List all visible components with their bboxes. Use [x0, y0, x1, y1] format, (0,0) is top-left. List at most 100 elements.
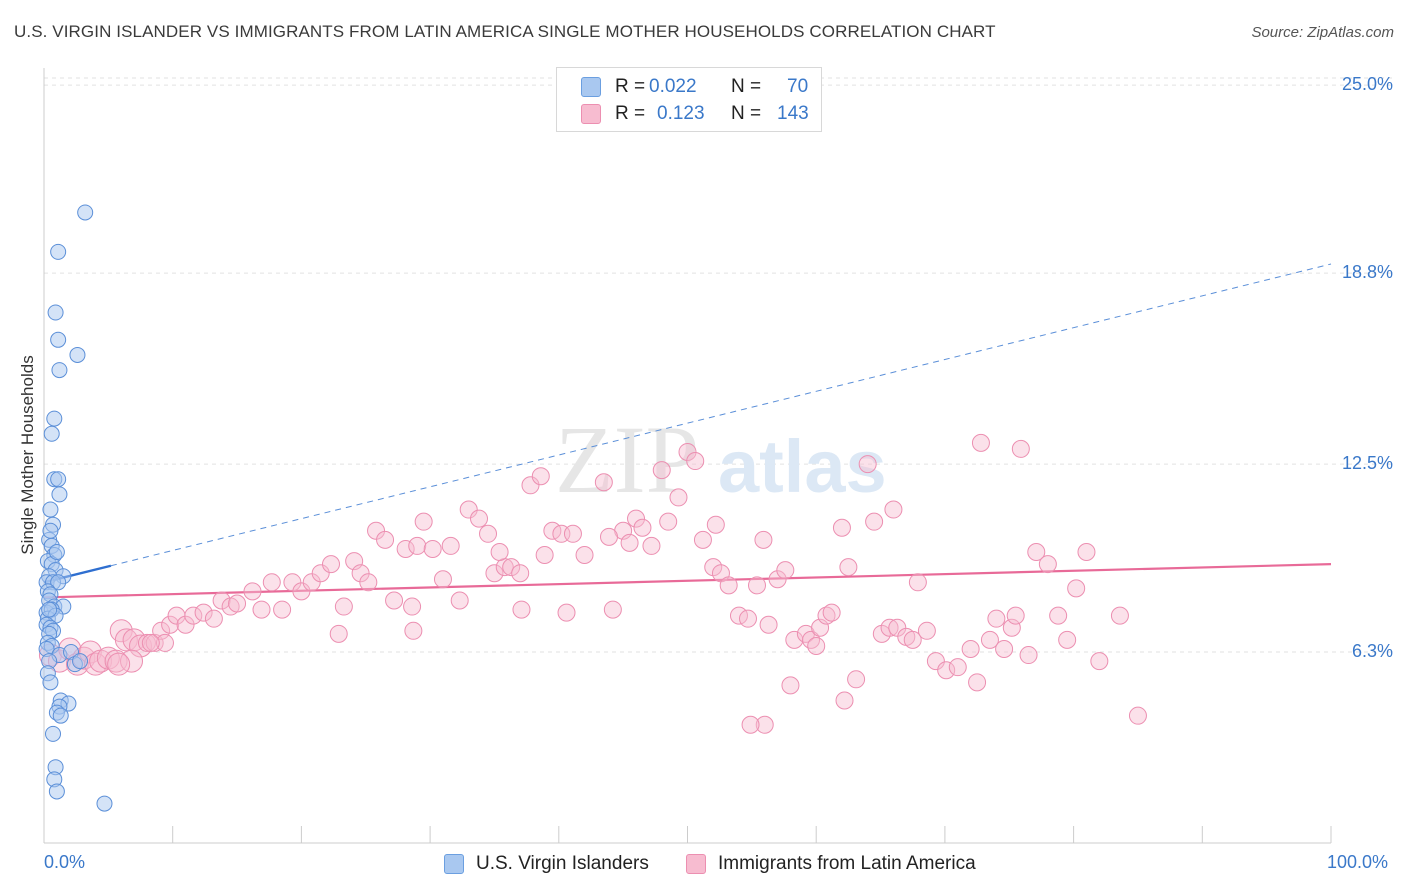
watermark: ZIP atlas [555, 406, 887, 513]
point-latin-america [479, 524, 498, 543]
correlation-legend: R = 0.022 N = 70 R = 0.123 N = 143 [556, 67, 822, 132]
point-latin-america [194, 603, 213, 622]
point-latin-america [669, 488, 688, 507]
point-latin-america [423, 539, 442, 558]
point-latin-america [283, 573, 302, 592]
point-latin-america [599, 527, 618, 546]
point-latin-america [329, 624, 348, 643]
point-latin-america [376, 530, 395, 549]
legend-n-value: 143 [777, 103, 809, 124]
point-latin-america [1110, 606, 1129, 625]
point-latin-america [754, 530, 773, 549]
point-latin-america [322, 555, 341, 574]
point-latin-america [204, 609, 223, 628]
point-latin-america [755, 715, 774, 734]
point-latin-america [652, 461, 671, 480]
trend-line-latin-america [43, 563, 1332, 599]
legend-n-label: N = [731, 103, 762, 124]
point-virgin-islanders [47, 304, 64, 321]
point-latin-america [822, 603, 841, 622]
legend-row-virgin-islanders: R = 0.022 N = 70 [581, 74, 808, 100]
point-latin-america [961, 639, 980, 658]
point-latin-america [367, 521, 386, 540]
point-virgin-islanders [50, 574, 67, 591]
point-latin-america [987, 609, 1006, 628]
point-latin-america [490, 542, 509, 561]
point-latin-america [839, 558, 858, 577]
point-latin-america [776, 561, 795, 580]
point-latin-america [334, 597, 353, 616]
point-latin-america [768, 570, 787, 589]
point-latin-america [633, 518, 652, 537]
point-latin-america [252, 600, 271, 619]
point-latin-america [759, 615, 778, 634]
point-latin-america [1067, 579, 1086, 598]
y-tick-label: 6.3% [1351, 641, 1393, 662]
point-latin-america [1038, 555, 1057, 574]
x-tick-label-right: 100.0% [1327, 852, 1389, 872]
point-latin-america [1027, 542, 1046, 561]
point-latin-america [980, 630, 999, 649]
point-latin-america [511, 564, 530, 583]
point-latin-america [741, 715, 760, 734]
point-latin-america [1077, 542, 1096, 561]
point-latin-america [948, 658, 967, 677]
point-latin-america [262, 573, 281, 592]
point-latin-america [563, 524, 582, 543]
point-latin-america [441, 536, 460, 555]
point-latin-america [1090, 652, 1109, 671]
point-latin-america [1058, 630, 1077, 649]
bottom-legend-virgin-islanders: U.S. Virgin Islanders [444, 851, 649, 877]
trend-line-virgin-islanders-dashed [110, 263, 1332, 567]
point-latin-america [1006, 606, 1025, 625]
point-latin-america [404, 621, 423, 640]
point-latin-america [642, 536, 661, 555]
point-latin-america [311, 564, 330, 583]
point-latin-america [155, 633, 174, 652]
point-virgin-islanders [45, 725, 62, 742]
y-tick-label: 18.8% [1341, 262, 1393, 283]
point-latin-america [835, 691, 854, 710]
source-label: Source: ZipAtlas.com [1251, 24, 1394, 41]
point-latin-america [620, 533, 639, 552]
point-latin-america [137, 633, 156, 652]
point-latin-america [302, 573, 321, 592]
point-latin-america [485, 564, 504, 583]
point-latin-america [176, 615, 195, 634]
point-virgin-islanders [50, 243, 67, 260]
bottom-legend-label: U.S. Virgin Islanders [476, 853, 649, 874]
legend-r-value: 0.022 [649, 76, 697, 97]
point-latin-america [1002, 618, 1021, 637]
point-virgin-islanders [72, 653, 89, 670]
point-latin-america [995, 639, 1014, 658]
point-latin-america [351, 564, 370, 583]
point-latin-america [937, 661, 956, 680]
point-virgin-islanders [51, 486, 68, 503]
point-latin-america [1128, 706, 1147, 725]
legend-r-label: R = [615, 103, 646, 124]
point-latin-america [450, 591, 469, 610]
watermark-zip: ZIP [555, 406, 699, 513]
legend-n-value: 70 [787, 76, 809, 97]
point-latin-america [603, 600, 622, 619]
point-virgin-islanders [96, 795, 113, 812]
bottom-legend-swatch-blue [444, 854, 464, 874]
point-latin-america [161, 615, 180, 634]
bottom-legend-label: Immigrants from Latin America [718, 853, 976, 874]
y-tick-label: 25.0% [1341, 74, 1393, 95]
point-latin-america [470, 509, 489, 528]
legend-r-label: R = [615, 76, 646, 97]
point-latin-america [184, 606, 203, 625]
point-latin-america [575, 546, 594, 565]
point-virgin-islanders [43, 425, 60, 442]
point-virgin-islanders [42, 501, 59, 518]
point-latin-america [512, 600, 531, 619]
point-latin-america [212, 591, 231, 610]
point-latin-america [880, 618, 899, 637]
point-latin-america [273, 600, 292, 619]
point-latin-america [719, 576, 738, 595]
point-virgin-islanders [48, 783, 65, 800]
legend-swatch-blue [581, 77, 601, 97]
point-latin-america [107, 652, 131, 676]
point-virgin-islanders [50, 331, 67, 348]
